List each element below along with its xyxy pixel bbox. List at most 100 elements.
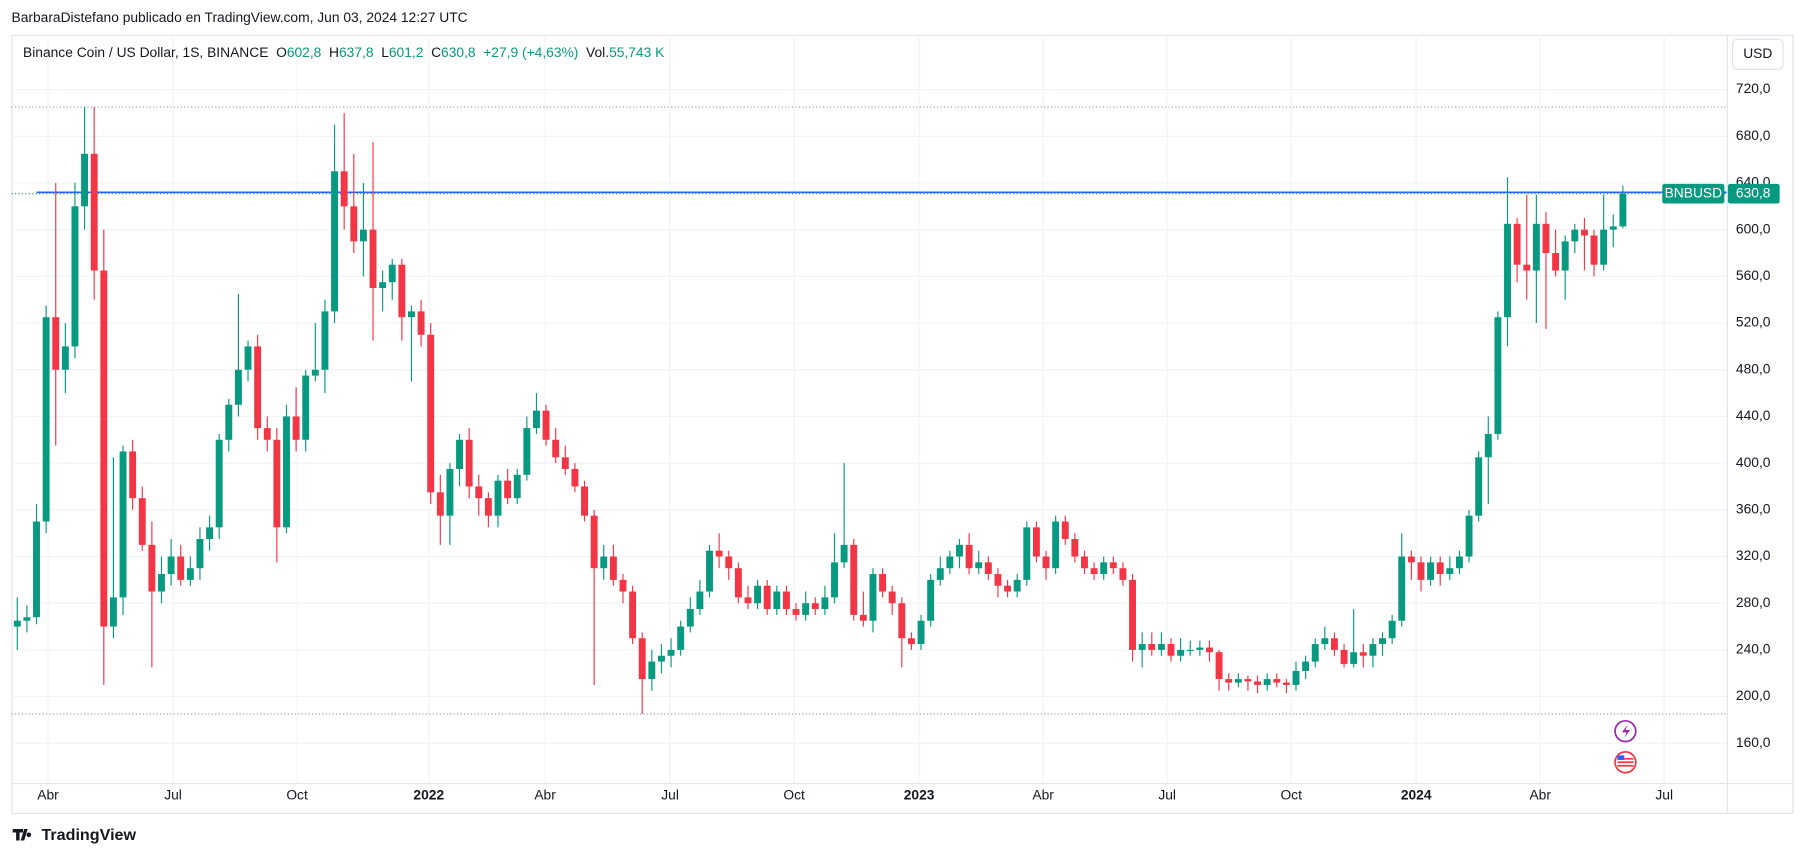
candle-body: [1398, 556, 1406, 621]
footer: TradingView: [41, 826, 136, 844]
candle-body: [1129, 579, 1137, 650]
candle-body: [542, 410, 550, 440]
candle-body: [234, 369, 242, 405]
chart-frame: [11, 34, 1794, 815]
candle-body: [1350, 652, 1358, 664]
candle-body: [754, 585, 762, 604]
legend: Binance Coin / US Dollar, 1S, BINANCE O6…: [23, 44, 665, 60]
candle-body: [946, 556, 954, 569]
candle-body: [831, 562, 838, 598]
candle-body: [1311, 644, 1319, 662]
candle-body: [734, 568, 742, 598]
candle-body: [1340, 649, 1348, 664]
currency-label: USD: [1743, 45, 1772, 61]
candle-body: [292, 416, 300, 440]
candle-body: [504, 480, 512, 499]
candle-body: [513, 474, 521, 499]
symbol-tag-label: BNBUSD: [1665, 184, 1723, 200]
candle-body: [1052, 521, 1060, 569]
x-tick-label: Jul: [1158, 786, 1176, 802]
y-tick-label: 720,0: [1736, 80, 1771, 96]
candle-body: [340, 171, 348, 207]
candle-body: [1446, 568, 1454, 575]
candle-body: [552, 439, 560, 458]
candle-body: [475, 486, 483, 499]
y-tick-label: 320,0: [1736, 547, 1771, 563]
candle-body: [90, 153, 98, 271]
y-tick-label: 400,0: [1736, 454, 1771, 470]
candle-body: [859, 614, 867, 621]
candle-body: [436, 492, 444, 516]
price-tag-label: 630,8: [1736, 184, 1771, 200]
y-tick-label: 600,0: [1736, 220, 1771, 236]
candle-body: [686, 609, 694, 627]
candle-body: [667, 649, 675, 656]
candle-body: [715, 550, 723, 557]
candle-body: [1032, 527, 1040, 557]
candle-body: [1369, 644, 1377, 656]
candle-body: [494, 480, 502, 516]
candle-body: [23, 617, 31, 621]
candle-body: [1157, 644, 1165, 650]
legend-gap: [374, 44, 382, 60]
candle-body: [600, 556, 608, 569]
legend-gap: [268, 44, 276, 60]
candle-body: [1552, 253, 1560, 271]
candle-body: [1023, 527, 1031, 580]
price-tag: [1727, 183, 1780, 204]
candle-body: [821, 597, 829, 610]
candle-body: [129, 451, 137, 499]
y-tick-label: 440,0: [1736, 407, 1771, 423]
candle-body: [52, 317, 60, 370]
candle-body: [138, 498, 146, 545]
currency-button[interactable]: [1731, 38, 1784, 70]
candle-body: [1263, 679, 1271, 685]
candle-body: [1619, 193, 1627, 227]
candle-body: [359, 229, 367, 242]
candle-body: [1379, 638, 1386, 645]
candle-body: [1523, 264, 1531, 271]
legend-vol: 55,743 K: [609, 44, 665, 60]
candle-body: [975, 562, 983, 569]
y-tick-label: 680,0: [1736, 127, 1771, 143]
candle-body: [484, 498, 492, 516]
candle-body: [408, 311, 415, 318]
candle-body: [956, 544, 963, 557]
x-tick-label: 2023: [904, 786, 935, 802]
candle-body: [1138, 644, 1146, 650]
candle-body: [1455, 556, 1463, 569]
x-tick-label: Jul: [661, 786, 679, 802]
candle-body: [311, 369, 319, 376]
candle-body: [1331, 638, 1338, 650]
x-tick-label: 2024: [1401, 786, 1432, 802]
candle-body: [994, 574, 1002, 586]
candle-body: [907, 638, 915, 645]
x-tick-label: Abr: [1529, 786, 1551, 802]
candle-body: [158, 574, 165, 592]
legend-o-label: O: [276, 44, 287, 60]
candle-body: [1292, 670, 1300, 685]
candle-body: [1167, 644, 1175, 656]
candle-body: [1090, 568, 1098, 575]
candle-body: [1359, 652, 1367, 656]
candle-body: [1061, 521, 1069, 540]
candle-body: [1609, 226, 1617, 230]
candle-body: [119, 451, 127, 598]
candle-body: [1417, 562, 1425, 580]
candle-body: [61, 346, 69, 370]
candle-body: [1081, 556, 1088, 569]
legend-h-label: H: [329, 44, 339, 60]
candle-body: [379, 282, 387, 289]
candle-body: [1532, 223, 1540, 271]
candle-body: [571, 468, 579, 487]
candle-body: [888, 591, 896, 604]
candle-body: [167, 556, 175, 575]
candle-body: [1244, 679, 1252, 682]
candle-body: [71, 206, 79, 347]
candle-body: [350, 206, 358, 242]
candle-body: [283, 416, 290, 528]
candle-body: [1234, 679, 1242, 683]
x-tick-label: Abr: [1032, 786, 1054, 802]
candle-body: [465, 439, 473, 487]
